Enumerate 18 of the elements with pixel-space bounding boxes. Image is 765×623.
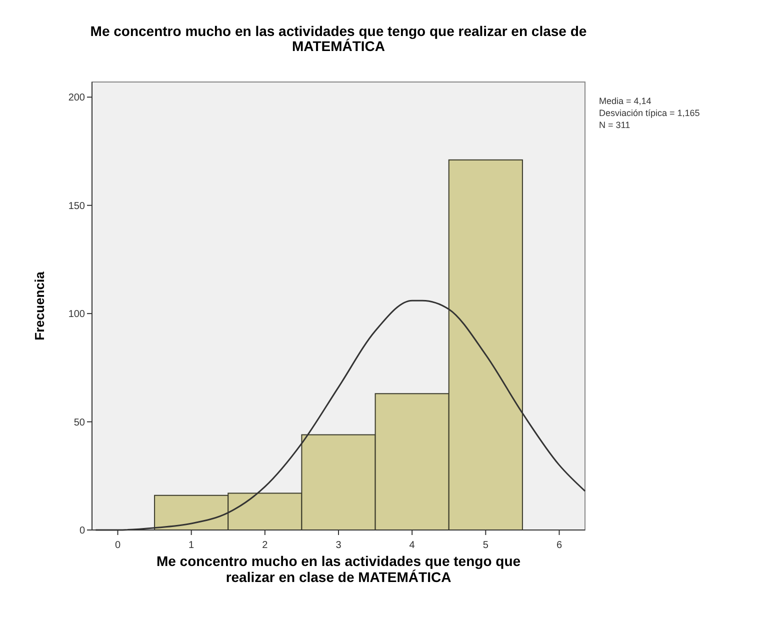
y-axis-title: Frecuencia [32,270,47,340]
chart-title: Me concentro mucho en las actividades que tengo que realizar en clase de MATEMÁTICA [90,23,587,54]
y-tick-label: 200 [68,92,86,104]
x-tick-label: 6 [556,540,562,551]
y-tick-label: 0 [79,526,86,536]
text: Desviación típica = 1,165 [599,108,700,118]
x-tick-label: 4 [409,540,416,551]
y-tick-label: 100 [68,309,86,320]
x-tick-label: 1 [188,540,195,551]
x-tick-label: 0 [114,540,121,551]
x-tick-label: 2 [262,540,268,551]
text: Media = 4,14 [599,96,652,106]
x-axis-title: Me concentro mucho en las actividades que tengo que realizar en clase de MATEMÁTICA [156,553,521,585]
x-tick-label: 3 [336,540,342,551]
y-tick-label: 50 [74,417,86,428]
text: N = 311 [599,120,630,130]
x-tick-label: 5 [482,540,489,551]
y-tick-label: 150 [68,200,86,212]
